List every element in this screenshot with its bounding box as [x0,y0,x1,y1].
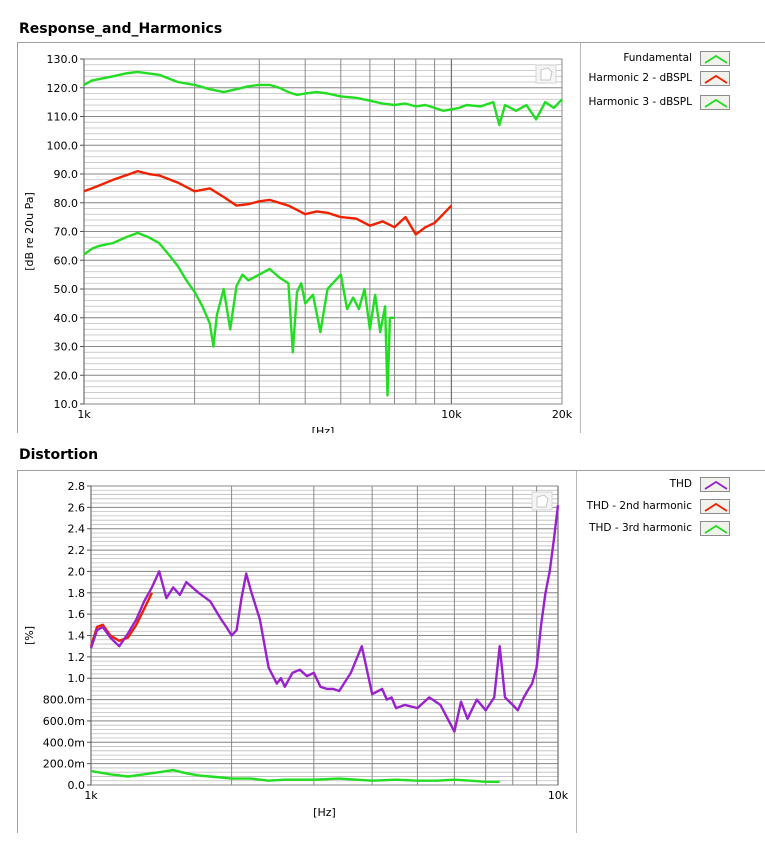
y-tick-label: 1.4 [68,630,86,643]
series-line-fundamental [83,70,563,127]
legend-swatch [700,476,730,492]
series-line-harmonic-3-dbspl [83,231,395,397]
series-line-thd [89,505,560,733]
legend-divider [580,43,581,433]
legend-label: Fundamental [623,52,692,64]
y-tick-label: 30.0 [54,341,79,354]
legend-label: Harmonic 3 - dBSPL [588,96,692,108]
distortion-panel: 0.0 200.0m 400.0m 600.0m 800.0m 1.0 1.2 1.4 1.6 1… [17,470,765,833]
y-tick-label: 130.0 [47,53,79,66]
x-tick-label: 20k [552,408,573,421]
series-line-thd-3rd-harmonic [90,768,500,783]
y-tick-label: 2.2 [68,544,86,557]
x-tick-label: 10k [441,408,462,421]
x-tick-label: 1k [77,408,91,421]
y-tick-label: 600.0m [43,715,85,728]
y-tick-label: 1.6 [68,608,86,621]
y-axis-label: [%] [23,626,36,645]
legend-swatch [700,70,730,86]
x-tick-label: 1k [84,789,98,802]
legend-label: Harmonic 2 - dBSPL [588,72,692,84]
y-tick-label: 10.0 [54,398,79,411]
y-tick-label: 70.0 [54,226,79,239]
y-tick-label: 400.0m [43,736,85,749]
response-legend: Fundamental Harmonic 2 - dBSPL Harmonic … [580,43,730,133]
legend-label: THD [669,478,692,490]
legend-swatch [700,498,730,514]
distortion-legend: THD THD - 2nd harmonic THD - 3rd harmoni… [576,471,730,541]
legend-item-thd-2nd[interactable]: THD - 2nd harmonic [587,497,730,515]
y-tick-label: 110.0 [47,111,79,124]
response-harmonics-chart: 10.0 20.0 30.0 40.0 50.0 60.0 70.0 80.0 90.0 100.… [23,53,573,433]
graph-tool-icon-glyph [536,494,549,508]
x-axis-label: [Hz] [312,425,335,433]
legend-label: THD - 3rd harmonic [589,522,692,534]
series-line-harmonic-2-dbspl [83,169,453,236]
legend-swatch [700,520,730,536]
chart-title-distortion: Distortion [19,447,99,463]
y-tick-label: 2.4 [68,523,86,536]
y-tick-label: 200.0m [43,758,85,771]
legend-item-harmonic3[interactable]: Harmonic 3 - dBSPL [589,93,730,111]
distortion-chart: 0.0 200.0m 400.0m 600.0m 800.0m 1.0 1.2 1.4 1.6 1… [23,480,569,819]
x-axis-label: [Hz] [313,806,336,819]
graph-tool-icon [531,491,553,511]
legend-item-harmonic2[interactable]: Harmonic 2 - dBSPL [589,69,730,87]
y-tick-label: 2.8 [68,480,86,493]
y-tick-label: 120.0 [47,82,79,95]
y-tick-label: 100.0 [47,139,79,152]
series-line-thd-2nd-harmonic [89,592,153,647]
y-tick-label: 800.0m [43,694,85,707]
y-tick-label: 90.0 [54,168,79,181]
y-tick-label: 1.2 [68,651,86,664]
graph-tool-icon-glyph [540,67,553,81]
legend-swatch [700,94,730,110]
y-axis-label: [dB re 20u Pa] [23,192,36,271]
response-panel: 10.0 20.0 30.0 40.0 50.0 60.0 70.0 80.0 90.0 100.… [17,42,765,433]
y-tick-label: 1.8 [68,587,86,600]
y-tick-label: 0.0 [68,779,86,792]
y-tick-label: 20.0 [54,369,79,382]
graph-tool-icon [535,64,557,84]
x-tick-label: 10k [548,789,569,802]
legend-swatch [700,50,730,66]
y-tick-label: 2.6 [68,501,86,514]
y-tick-label: 40.0 [54,312,79,325]
y-tick-label: 60.0 [54,254,79,267]
y-tick-label: 2.0 [68,565,86,578]
y-tick-label: 1.0 [68,672,86,685]
chart-title-response: Response_and_Harmonics [19,21,223,37]
legend-item-fundamental[interactable]: Fundamental [623,49,730,67]
legend-item-thd[interactable]: THD [670,475,730,493]
legend-label: THD - 2nd harmonic [586,500,692,512]
y-tick-label: 50.0 [54,283,79,296]
legend-divider [576,471,577,833]
y-tick-label: 80.0 [54,197,79,210]
legend-item-thd-3rd[interactable]: THD - 3rd harmonic [589,519,730,537]
